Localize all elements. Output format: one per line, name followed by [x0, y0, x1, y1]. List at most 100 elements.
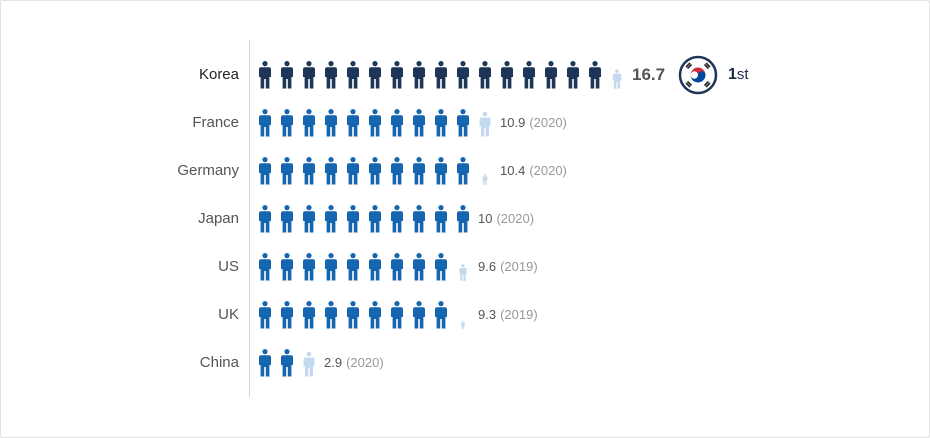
value-number: 10.4	[500, 163, 526, 178]
value-number: 9.3	[478, 307, 497, 322]
person-icon	[281, 349, 293, 377]
value-label: 16.7	[632, 55, 665, 96]
person-icon	[303, 205, 315, 233]
person-icon	[391, 157, 403, 185]
person-icon	[413, 301, 425, 329]
chart-row: Japan 10 (2020)	[0, 199, 930, 239]
person-icon	[435, 61, 447, 89]
value-label: 10.9 (2020)	[500, 103, 567, 143]
person-icon	[347, 301, 359, 329]
category-label: UK	[218, 306, 239, 323]
person-icon	[457, 61, 469, 89]
category-label: Japan	[198, 210, 239, 227]
person-icon	[325, 109, 337, 137]
year-label: (2020)	[529, 163, 567, 178]
person-icon	[391, 109, 403, 137]
person-icon	[457, 157, 469, 185]
person-icon	[347, 253, 359, 281]
person-icon	[303, 301, 315, 329]
value-number: 10.9	[500, 115, 526, 130]
year-label: (2020)	[346, 355, 384, 370]
person-icon	[325, 253, 337, 281]
korea-flag-icon	[678, 55, 718, 95]
chart-row: France 10.9 (2020)	[0, 103, 930, 143]
year-label: (2019)	[500, 307, 538, 322]
rank-number: 1	[728, 66, 737, 83]
person-icon	[347, 205, 359, 233]
person-icon	[259, 109, 271, 137]
year-label: (2019)	[500, 259, 538, 274]
person-icon	[281, 157, 293, 185]
person-icon	[325, 301, 337, 329]
person-icon	[413, 109, 425, 137]
person-icon	[413, 157, 425, 185]
person-icon	[589, 61, 601, 89]
person-icon	[281, 109, 293, 137]
person-icon	[347, 61, 359, 89]
person-icon	[325, 61, 337, 89]
person-icon	[435, 301, 447, 329]
value-number: 9.6	[478, 259, 497, 274]
category-label: France	[192, 114, 239, 131]
partial-person-icon	[459, 264, 467, 281]
chart-row: Korea 16.7 1st	[0, 55, 930, 95]
person-icon	[303, 61, 315, 89]
value-number: 16.7	[632, 65, 666, 84]
person-icon	[501, 61, 513, 89]
value-label: 9.3 (2019)	[478, 295, 538, 335]
person-icon	[369, 253, 381, 281]
partial-person-icon	[482, 173, 488, 185]
person-icon	[259, 157, 271, 185]
person-icon	[457, 205, 469, 233]
person-icon	[303, 109, 315, 137]
person-icon	[369, 205, 381, 233]
person-icon	[259, 205, 271, 233]
partial-person-icon	[461, 320, 465, 329]
person-icon	[435, 157, 447, 185]
person-icon	[259, 349, 271, 377]
person-icon	[281, 253, 293, 281]
partial-person-icon	[479, 111, 491, 137]
person-icon	[479, 61, 491, 89]
person-icon	[435, 253, 447, 281]
person-icon	[325, 157, 337, 185]
person-icon	[369, 157, 381, 185]
person-icon	[435, 205, 447, 233]
year-label: (2020)	[529, 115, 567, 130]
person-icon	[391, 61, 403, 89]
chart-row: US 9.6 (2019)	[0, 247, 930, 287]
person-icon	[259, 61, 271, 89]
person-icon	[347, 157, 359, 185]
value-label: 10 (2020)	[478, 199, 534, 239]
value-label: 9.6 (2019)	[478, 247, 538, 287]
person-icon	[281, 301, 293, 329]
partial-person-icon	[612, 69, 622, 89]
person-icon	[567, 61, 579, 89]
person-icon	[369, 61, 381, 89]
partial-person-icon	[303, 351, 315, 377]
value-number: 10	[478, 211, 493, 226]
value-label: 2.9 (2020)	[324, 343, 384, 383]
person-icon	[413, 205, 425, 233]
person-icon	[325, 205, 337, 233]
category-label: China	[199, 354, 239, 371]
person-icon	[391, 253, 403, 281]
person-icon	[303, 157, 315, 185]
axis-line	[249, 40, 250, 397]
person-icon	[369, 109, 381, 137]
rank-label: 1st	[728, 55, 749, 95]
chart-row: Germany 10.4 (2020)	[0, 151, 930, 191]
chart-row: China 2.9 (2020)	[0, 343, 930, 383]
person-icon	[347, 109, 359, 137]
category-label: Korea	[198, 66, 239, 83]
person-icon	[435, 109, 447, 137]
rank-suffix: st	[736, 66, 749, 83]
year-label: (2020)	[496, 211, 535, 226]
person-icon	[413, 61, 425, 89]
chart-row: UK 9.3 (2019)	[0, 295, 930, 335]
person-icon	[369, 301, 381, 329]
person-icon	[259, 253, 271, 281]
person-icon	[391, 301, 403, 329]
person-icon	[457, 109, 469, 137]
person-icon	[281, 205, 293, 233]
